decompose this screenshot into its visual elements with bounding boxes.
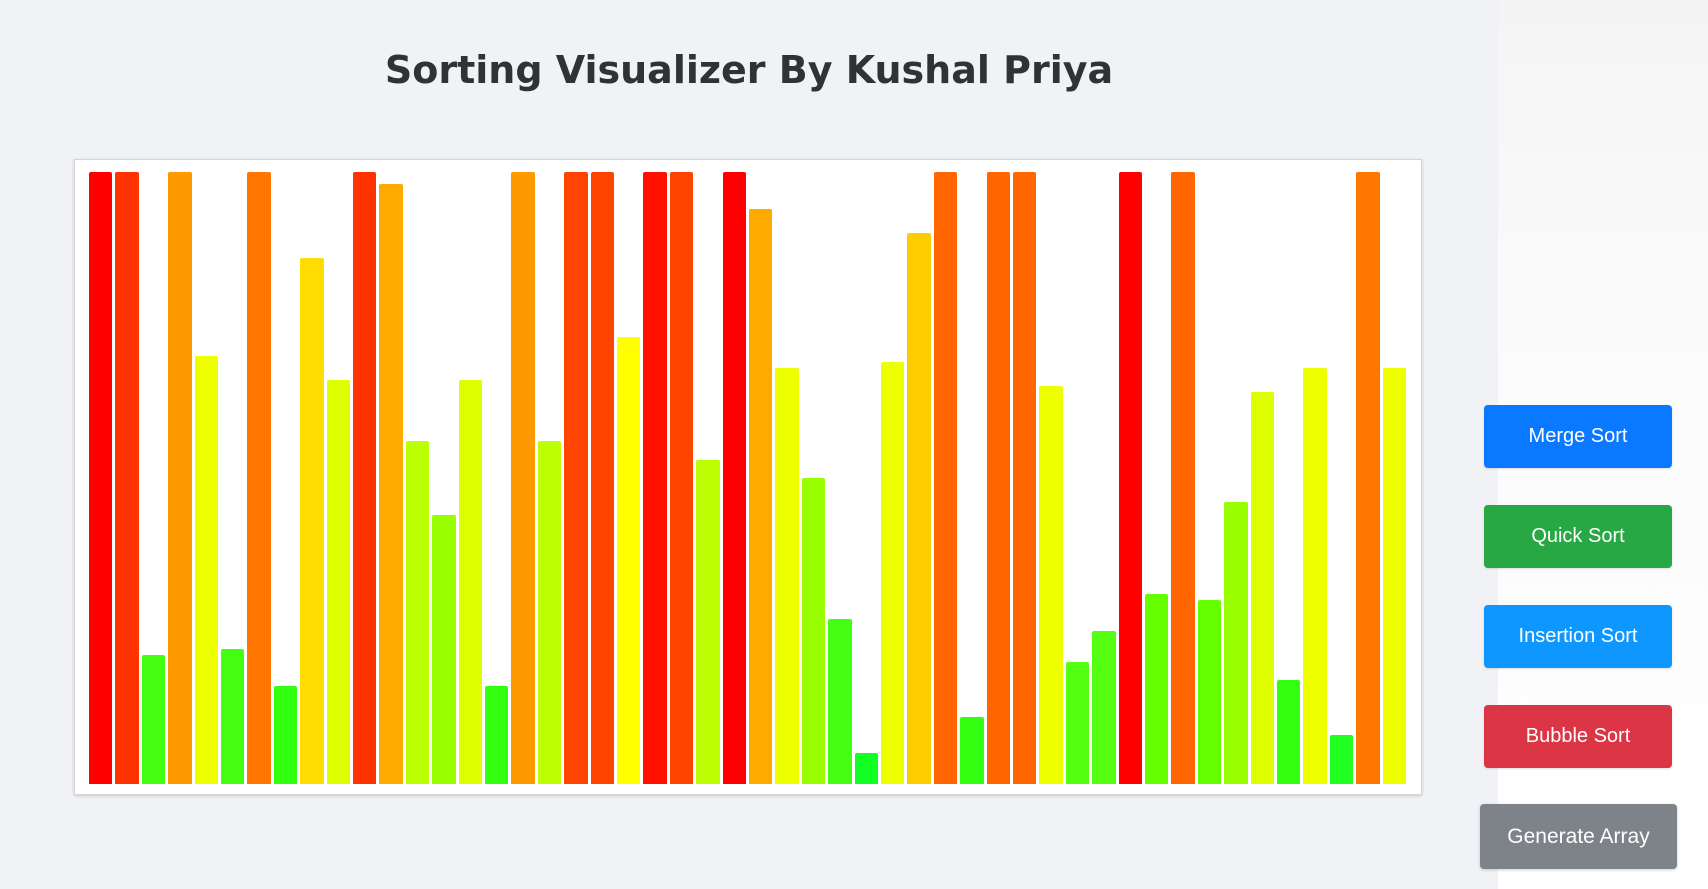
array-bar [590,172,614,784]
array-bar [933,172,958,784]
array-bar [1013,172,1037,784]
quick-sort-button[interactable]: Quick Sort [1484,505,1672,568]
array-bar [1039,386,1063,784]
array-bar [986,172,1010,784]
array-bar [1224,502,1248,784]
array-bar [1197,600,1222,784]
array-bar [1092,631,1116,784]
array-bar [405,441,430,784]
array-bar [300,258,324,784]
merge-sort-button[interactable]: Merge Sort [1484,405,1672,468]
array-bar [564,172,588,784]
array-bar [1277,680,1301,784]
array-bar [1329,735,1354,784]
array-bar [1145,594,1169,784]
array-bar [432,515,456,784]
array-bar [1118,172,1142,784]
insertion-sort-button[interactable]: Insertion Sort [1484,605,1672,668]
array-bar [141,655,166,784]
array-bar [89,172,113,784]
array-bar [1250,392,1274,784]
array-bar [511,172,535,784]
array-bar [326,380,350,784]
array-bar [1356,172,1380,784]
array-bar [168,172,192,784]
array-bar [273,686,298,784]
array-bar [854,753,878,784]
array-bar [617,337,641,784]
array-bar [1382,368,1406,784]
array-bar [1171,172,1195,784]
page-title: Sorting Visualizer By Kushal Priya [384,48,1114,92]
array-bar [353,172,377,784]
array-bar [458,380,482,784]
array-bar [485,686,509,784]
array-bar [775,368,799,784]
array-bar [1065,662,1090,784]
array-bar [960,717,984,784]
array-bar [379,184,403,784]
array-bar [696,460,720,784]
array-bar [722,172,746,784]
array-bar [907,233,931,784]
array-bar [801,478,826,784]
array-bar [194,356,218,784]
array-bar [749,209,773,784]
bar-chart-container [74,159,1422,795]
array-bar [643,172,667,784]
bar-chart-area [89,172,1409,784]
generate-array-button[interactable]: Generate Array [1480,804,1677,869]
array-bar [669,172,694,784]
bubble-sort-button[interactable]: Bubble Sort [1484,705,1672,768]
array-bar [247,172,271,784]
array-bar [1303,368,1327,784]
array-bar [537,441,562,784]
array-bar [221,649,245,784]
array-bar [828,619,852,784]
array-bar [115,172,139,784]
array-bar [881,362,905,784]
